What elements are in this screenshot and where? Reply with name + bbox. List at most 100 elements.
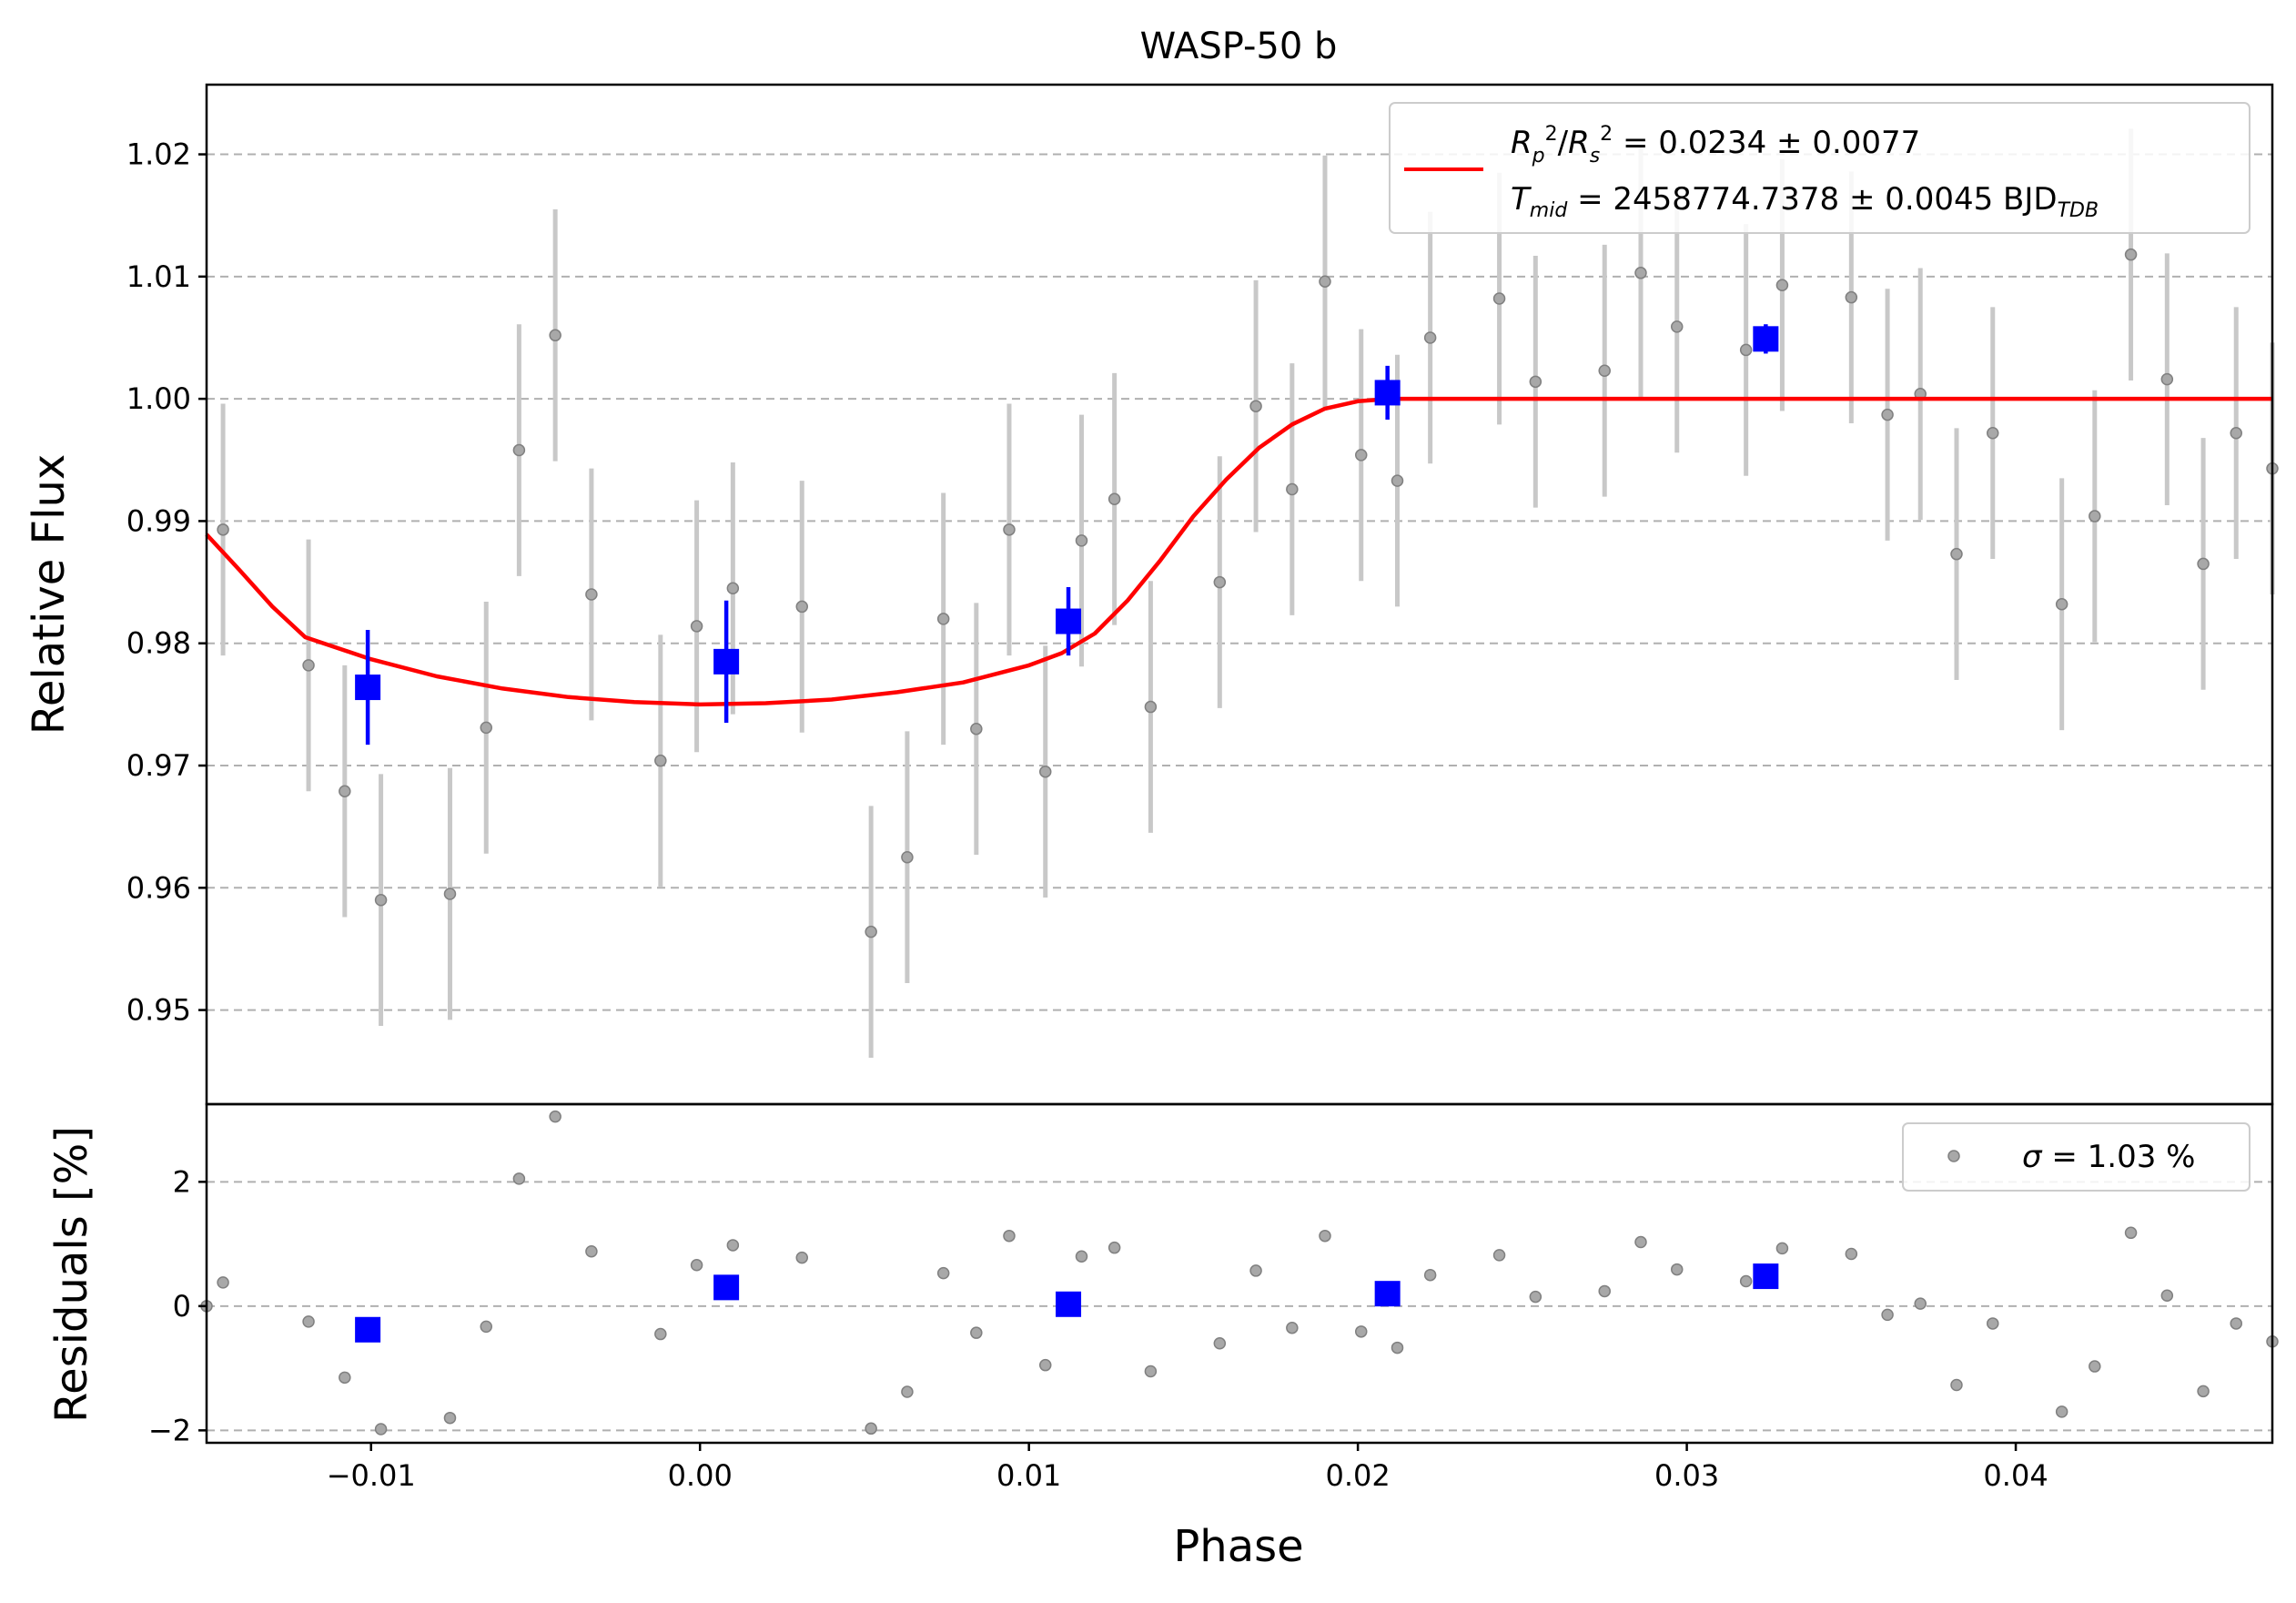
raw-point [1492,292,1506,305]
raw-point [480,721,492,735]
binned-point [355,675,381,701]
residual-point [1108,1241,1121,1254]
binned-residual-point [1056,1291,1082,1317]
x-axis-ticks: −0.01 0.00 0.01 0.02 0.03 0.04 [327,1443,2048,1493]
bottom-plot-frame [205,1102,2274,1445]
residual-point [1249,1264,1262,1277]
top-y-tick-label: 0.99 [126,503,191,538]
top-y-axis-ticks: 0.95 0.96 0.97 0.98 0.99 1.00 1.01 1.02 [126,137,207,1028]
residual-point [2197,1385,2210,1398]
residual-point [549,1110,561,1123]
residual-point [2055,1405,2068,1418]
residual-point [2124,1226,2138,1240]
legend-sigma: σ = 1.03 % [2022,1139,2195,1175]
residual-point [1987,1317,1999,1330]
raw-point [2055,597,2068,611]
raw-point [1775,279,1789,291]
residual-point [1598,1284,1611,1298]
x-tick-label: 0.00 [668,1458,733,1493]
raw-point [1144,700,1158,714]
raw-point [1845,290,1858,304]
bottom-y-tick-label: −2 [148,1413,191,1447]
model-line [205,396,2272,707]
residual-point [726,1239,740,1252]
top-model-curve [205,396,2272,707]
top-y-tick-label: 1.00 [126,381,191,416]
raw-point [1391,474,1404,487]
raw-point [901,850,914,864]
raw-point [936,613,950,625]
residual-point [302,1315,315,1328]
raw-point [339,785,351,797]
residual-point [1391,1341,1404,1354]
top-binned-points [355,324,1779,746]
raw-point [1881,408,1894,421]
top-y-tick-label: 1.02 [126,137,191,172]
residual-point [2230,1317,2242,1330]
residual-point [443,1411,457,1425]
residual-point [865,1422,877,1436]
bottom-y-tick-label: 0 [173,1289,191,1324]
residual-point [1950,1378,1963,1392]
residual-point [1739,1274,1753,1288]
residual-point [1914,1297,1927,1310]
bottom-y-tick-label: 2 [173,1164,191,1199]
x-tick-label: −0.01 [327,1458,416,1493]
binned-point [1374,380,1401,406]
x-axis-title: Phase [1173,1521,1303,1572]
bottom-legend-box [1902,1122,2250,1192]
x-tick-label: 0.03 [1654,1458,1719,1493]
raw-point [1108,492,1121,506]
binned-point [713,648,740,675]
raw-point [1598,364,1611,377]
bottom-raw-residuals [200,1110,2279,1436]
residual-point [374,1423,388,1436]
raw-point [1354,449,1368,462]
raw-point [302,659,315,672]
residual-point [1634,1235,1647,1249]
raw-point [549,329,561,342]
legend-residual-swatch [1947,1150,1960,1162]
x-tick-label: 0.04 [1983,1458,2048,1493]
binned-residual-point [1374,1281,1401,1307]
residual-point [936,1266,950,1280]
binned-residual-point [1753,1263,1779,1290]
raw-point [2160,372,2174,386]
raw-point [1423,331,1437,344]
raw-point [795,600,809,614]
residual-point [654,1327,667,1341]
residual-point [1038,1358,1052,1372]
residual-point [1529,1290,1542,1304]
residual-point [1492,1249,1506,1262]
raw-point [1213,575,1227,589]
raw-point [1670,320,1684,333]
bottom-y-axis-title: Residuals [%] [46,1126,97,1423]
bottom-y-axis-ticks: −2 0 2 [148,1164,207,1447]
x-tick-label: 0.01 [996,1458,1061,1493]
raw-point [585,588,598,601]
raw-point [1075,534,1088,547]
binned-point [1056,608,1082,634]
raw-point [865,925,877,938]
residual-point [480,1320,492,1334]
residual-point [512,1172,526,1185]
residual-point [1423,1268,1437,1282]
raw-point [1038,765,1052,778]
top-legend: Rp2/Rs2 = 0.0234 ± 0.0077 Tmid = 2458774… [1389,102,2250,234]
x-tick-label: 0.02 [1326,1458,1391,1493]
residual-point [585,1245,598,1258]
raw-point [2230,426,2242,440]
raw-point [217,523,229,536]
residual-point [690,1259,703,1272]
residual-point [1354,1325,1368,1338]
raw-point [726,582,740,595]
top-y-tick-label: 0.97 [126,748,191,783]
top-y-tick-label: 0.96 [126,870,191,905]
chart-title: WASP-50 b [1140,25,1338,67]
top-y-axis-title: Relative Flux [24,454,75,736]
top-y-tick-label: 0.98 [126,626,191,661]
residual-point [1775,1242,1789,1255]
raw-point [1249,400,1262,412]
top-gridlines [207,153,2272,1011]
